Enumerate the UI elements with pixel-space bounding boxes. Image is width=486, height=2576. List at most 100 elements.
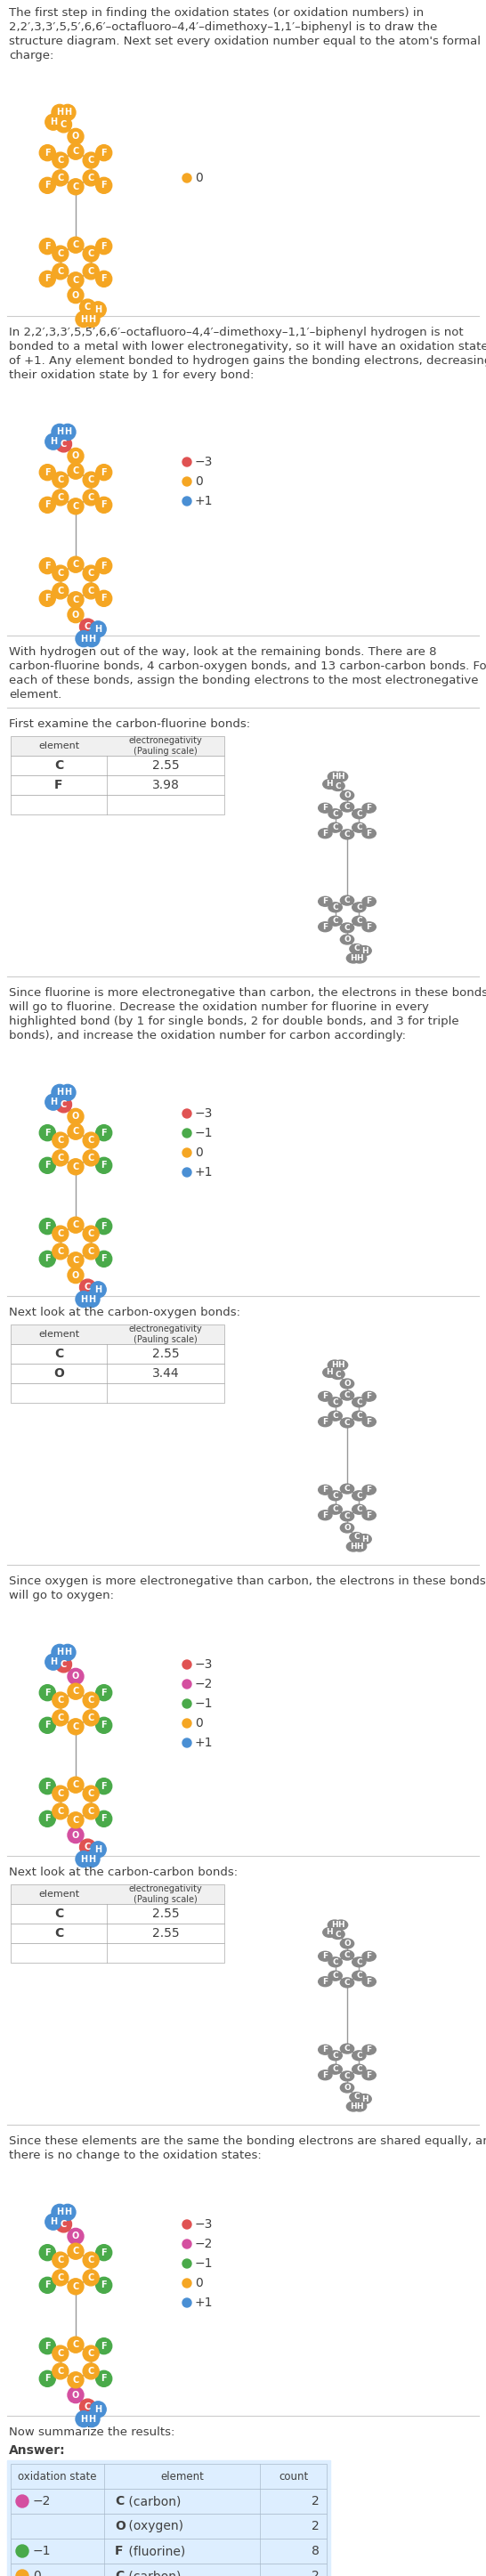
Text: H: H xyxy=(356,2102,363,2110)
Text: C: C xyxy=(54,1906,63,1919)
Circle shape xyxy=(52,1084,68,1100)
Text: F: F xyxy=(45,1128,51,1136)
Text: H: H xyxy=(80,314,87,325)
Circle shape xyxy=(182,2221,191,2228)
Circle shape xyxy=(16,2545,29,2558)
FancyBboxPatch shape xyxy=(11,2514,327,2537)
Circle shape xyxy=(39,237,55,255)
Ellipse shape xyxy=(318,1976,332,1986)
FancyBboxPatch shape xyxy=(11,775,225,796)
Text: F: F xyxy=(366,2071,372,2079)
Text: H: H xyxy=(64,1087,71,1097)
Circle shape xyxy=(96,1811,112,1826)
Ellipse shape xyxy=(329,2050,342,2061)
Circle shape xyxy=(68,237,84,252)
Text: C: C xyxy=(57,173,64,183)
Text: F: F xyxy=(45,595,51,603)
Circle shape xyxy=(16,2496,29,2506)
Text: F: F xyxy=(45,1221,51,1231)
Circle shape xyxy=(68,1216,84,1234)
Circle shape xyxy=(182,1700,191,1708)
Circle shape xyxy=(68,1669,84,1685)
FancyBboxPatch shape xyxy=(11,1324,225,1345)
Text: H: H xyxy=(331,1360,338,1368)
Text: C: C xyxy=(60,440,67,448)
Ellipse shape xyxy=(329,809,342,819)
Text: C: C xyxy=(57,2257,64,2264)
Circle shape xyxy=(83,2362,99,2380)
Ellipse shape xyxy=(352,1492,366,1502)
Text: O: O xyxy=(72,2391,79,2398)
Text: C: C xyxy=(87,569,94,577)
Text: H: H xyxy=(80,634,87,644)
Ellipse shape xyxy=(362,896,376,907)
Circle shape xyxy=(68,2280,84,2295)
Circle shape xyxy=(83,152,99,167)
Circle shape xyxy=(83,564,99,582)
Ellipse shape xyxy=(328,773,342,781)
Text: 0: 0 xyxy=(195,1146,203,1159)
Text: F: F xyxy=(366,1486,372,1494)
Text: C: C xyxy=(356,917,362,925)
Text: F: F xyxy=(101,276,107,283)
Ellipse shape xyxy=(329,1958,342,1968)
Text: H: H xyxy=(64,108,71,116)
Ellipse shape xyxy=(318,829,332,837)
Ellipse shape xyxy=(362,1953,376,1960)
Circle shape xyxy=(68,286,84,304)
Text: H: H xyxy=(88,1296,95,1303)
Circle shape xyxy=(80,2398,96,2416)
Circle shape xyxy=(182,1110,191,1118)
Circle shape xyxy=(39,1777,55,1795)
Text: C: C xyxy=(57,587,64,595)
Text: C: C xyxy=(72,276,79,286)
Text: C: C xyxy=(356,2066,362,2074)
Text: H: H xyxy=(331,1922,338,1929)
Text: Next look at the carbon-carbon bonds:: Next look at the carbon-carbon bonds: xyxy=(9,1868,238,1878)
Text: 0: 0 xyxy=(195,173,203,185)
Text: C: C xyxy=(60,1659,67,1669)
Text: C: C xyxy=(332,904,338,912)
Text: C: C xyxy=(72,1816,79,1824)
Circle shape xyxy=(182,497,191,505)
Ellipse shape xyxy=(340,1512,354,1520)
Text: electronegativity
(Pauling scale): electronegativity (Pauling scale) xyxy=(129,1324,202,1345)
Text: H: H xyxy=(64,2208,71,2218)
Text: C: C xyxy=(344,1950,350,1960)
Text: F: F xyxy=(45,2342,51,2349)
Circle shape xyxy=(39,1685,55,1700)
Text: C: C xyxy=(72,1780,79,1790)
Circle shape xyxy=(182,477,191,487)
Text: H: H xyxy=(94,1844,102,1855)
Ellipse shape xyxy=(340,1522,354,1533)
Text: In 2,2′,3,3′,5,5′,6,6′–octafluoro–4,4′–dimethoxy–1,1′–biphenyl hydrogen is not: In 2,2′,3,3′,5,5′,6,6′–octafluoro–4,4′–d… xyxy=(9,327,464,337)
Text: H: H xyxy=(356,1543,363,1551)
Ellipse shape xyxy=(340,1940,354,1947)
FancyBboxPatch shape xyxy=(11,1363,225,1383)
Ellipse shape xyxy=(350,943,364,953)
Text: O: O xyxy=(72,451,79,461)
Ellipse shape xyxy=(318,2071,332,2079)
Text: C: C xyxy=(115,2496,124,2506)
Circle shape xyxy=(52,2269,69,2285)
Ellipse shape xyxy=(362,2045,376,2056)
Text: H: H xyxy=(64,428,71,435)
Text: O: O xyxy=(344,1525,350,1533)
Text: 0: 0 xyxy=(195,477,203,487)
Text: will go to oxygen:: will go to oxygen: xyxy=(9,1589,114,1602)
Text: C: C xyxy=(87,1229,94,1239)
Circle shape xyxy=(68,1682,84,1700)
Text: C: C xyxy=(85,1842,91,1852)
Ellipse shape xyxy=(340,829,354,840)
Text: C: C xyxy=(344,1512,350,1520)
Circle shape xyxy=(83,245,99,263)
Text: H: H xyxy=(50,118,57,126)
Text: H: H xyxy=(361,948,368,956)
Circle shape xyxy=(39,2244,55,2262)
Text: C: C xyxy=(335,1929,341,1937)
Ellipse shape xyxy=(340,1391,354,1401)
Ellipse shape xyxy=(331,781,345,791)
Circle shape xyxy=(52,1785,69,1801)
Text: 3.44: 3.44 xyxy=(152,1368,179,1381)
Text: C: C xyxy=(344,1391,350,1399)
